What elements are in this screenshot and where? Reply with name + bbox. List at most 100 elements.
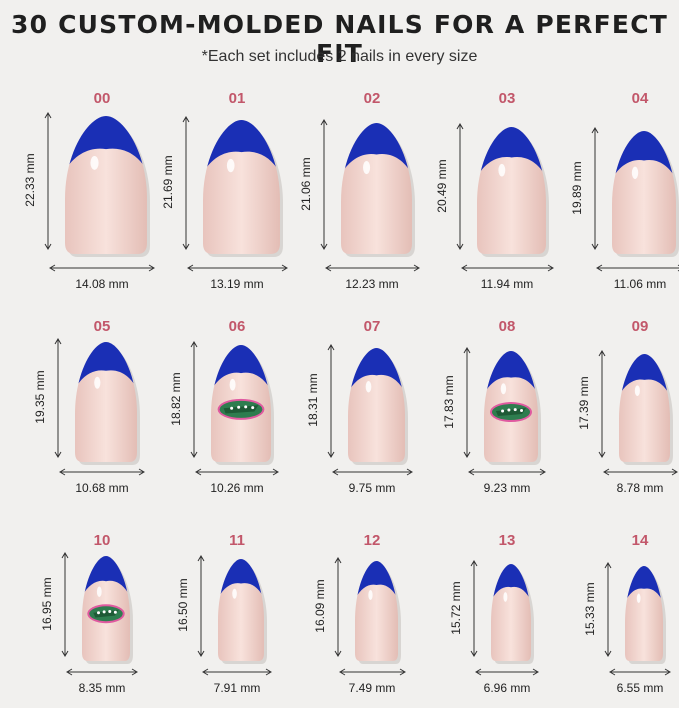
nail-width-label: 8.35 mm (78, 681, 126, 695)
nail-image (476, 127, 549, 257)
width-arrow (602, 468, 678, 476)
nail-size-label: 08 (498, 318, 516, 335)
width-arrow (195, 468, 279, 476)
nail-card-13: 13 15.72 mm 6.96 mm (427, 0, 563, 708)
nail-image (347, 348, 408, 465)
nail-width-label: 8.78 mm (616, 481, 664, 495)
gator-logo-icon (217, 398, 265, 420)
width-arrow (468, 468, 546, 476)
length-arrow (591, 127, 599, 250)
nail-image (484, 351, 541, 465)
width-arrow (609, 668, 671, 676)
page-title: 30 CUSTOM-MOLDED NAILS FOR A PERFECT FIT (10, 10, 668, 68)
nail-size-label: 11 (229, 532, 245, 549)
nail-card-07: 07 18.31 mm 9.75 mm (292, 0, 428, 708)
nail-size-label: 06 (228, 318, 246, 335)
nail-size-label: 12 (363, 532, 381, 549)
nail-width-label: 6.55 mm (616, 681, 664, 695)
nail-card-10: 10 16.95 mm 8.35 mm (22, 0, 158, 708)
length-arrow (197, 555, 205, 657)
width-arrow (66, 668, 138, 676)
nail-card-14: 14 15.33 mm 6.55 mm (560, 0, 679, 708)
length-arrow (456, 123, 463, 250)
nail-width-label: 7.91 mm (213, 681, 261, 695)
nail-size-label: 09 (631, 318, 649, 335)
nail-width-label: 10.26 mm (210, 481, 264, 495)
nail-card-01: 01 21.69 mm 13.19 mm (157, 0, 293, 708)
length-arrow (598, 350, 605, 458)
nail-card-12: 12 16.09 mm 7.49 mm (292, 0, 428, 708)
length-arrow (327, 344, 334, 458)
width-arrow (202, 668, 272, 676)
nail-card-09: 09 17.39 mm 8.78 mm (560, 0, 679, 708)
nail-image (612, 131, 679, 257)
nail-card-06: 06 18.82 mm 10.26 mm (157, 0, 293, 708)
gator-logo-icon (87, 604, 125, 624)
width-arrow (59, 468, 145, 476)
nail-width-label: 9.75 mm (348, 481, 396, 495)
nail-size-label: 05 (93, 318, 111, 335)
nail-size-label: 02 (363, 90, 381, 107)
nail-card-04: 04 19.89 mm 11.06 mm (560, 0, 679, 708)
nail-width-label: 11.94 mm (480, 277, 534, 291)
width-arrow (460, 264, 554, 272)
nail-length-label: 16.50 mm (176, 578, 190, 632)
nail-length-label: 16.09 mm (312, 579, 327, 633)
nail-length-label: 16.95 mm (40, 576, 54, 631)
nail-size-label: 00 (93, 90, 111, 107)
length-arrow (44, 112, 52, 250)
length-arrow (604, 562, 612, 657)
nail-image (625, 566, 666, 664)
length-arrow (182, 116, 189, 250)
nail-size-label: 10 (93, 532, 111, 549)
nail-width-label: 14.08 mm (75, 277, 129, 291)
nail-width-label: 9.23 mm (483, 481, 531, 495)
gator-logo-icon (489, 402, 533, 423)
nail-image (75, 342, 140, 465)
nail-image (218, 559, 267, 664)
nail-size-label: 13 (498, 532, 516, 549)
nail-length-label: 15.72 mm (449, 580, 463, 635)
width-arrow (331, 468, 413, 476)
nail-card-03: 03 20.49 mm 11.94 mm (427, 0, 563, 708)
length-arrow (470, 560, 478, 657)
nail-image (618, 354, 673, 465)
nail-size-label: 03 (498, 90, 516, 107)
page-subtitle: *Each set includes 2 nails in every size (201, 48, 478, 65)
nail-image (65, 116, 150, 257)
nail-length-label: 15.33 mm (583, 581, 597, 636)
nail-card-00: 00 22.33 mm 14.08 mm (22, 0, 158, 708)
nail-width-label: 11.06 mm (613, 277, 667, 291)
width-arrow (475, 668, 539, 676)
nail-width-label: 13.19 mm (210, 277, 264, 291)
nail-card-02: 02 21.06 mm 12.23 mm (292, 0, 428, 708)
length-arrow (54, 338, 62, 458)
nail-image (354, 561, 401, 664)
nail-image (211, 345, 274, 465)
nail-image (340, 123, 415, 257)
nail-size-label: 04 (631, 90, 649, 107)
length-arrow (190, 341, 198, 458)
width-arrow (186, 264, 288, 272)
nail-card-05: 05 19.35 mm 10.68 mm (22, 0, 158, 708)
nail-image (82, 556, 133, 664)
nail-card-08: 08 17.83 mm 9.23 mm (427, 0, 563, 708)
nail-width-label: 10.68 mm (75, 481, 129, 495)
width-arrow (596, 264, 679, 272)
nail-image (202, 120, 283, 257)
nail-size-label: 01 (228, 90, 246, 107)
nail-width-label: 6.96 mm (483, 681, 531, 695)
nail-size-label: 14 (631, 532, 649, 549)
nail-card-11: 11 16.50 mm 7.91 mm (157, 0, 293, 708)
nail-size-label: 07 (363, 318, 381, 335)
nail-width-label: 12.23 mm (345, 277, 399, 291)
length-arrow (320, 119, 327, 250)
width-arrow (338, 668, 406, 676)
nail-width-label: 7.49 mm (348, 681, 396, 695)
width-arrow (49, 264, 155, 272)
length-arrow (61, 552, 69, 657)
width-arrow (324, 264, 420, 272)
length-arrow (463, 347, 471, 458)
length-arrow (334, 557, 341, 657)
nail-image (491, 564, 534, 664)
